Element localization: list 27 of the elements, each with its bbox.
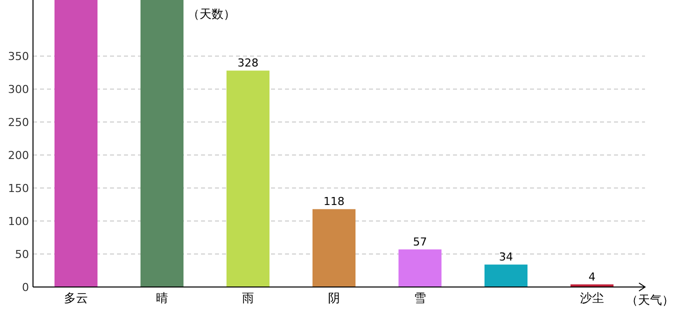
bar bbox=[140, 0, 184, 287]
data-label: 118 bbox=[324, 195, 344, 208]
y-tick-label: 250 bbox=[8, 116, 29, 129]
bar bbox=[398, 249, 442, 287]
x-tick-label: 沙尘 bbox=[580, 291, 604, 305]
bar bbox=[484, 264, 528, 287]
data-label: 328 bbox=[238, 56, 258, 70]
y-tick-label: 300 bbox=[8, 82, 29, 96]
y-tick-label: 0 bbox=[22, 280, 29, 294]
y-tick-label: 150 bbox=[8, 182, 29, 195]
y-tick-label: 100 bbox=[8, 214, 29, 228]
bar bbox=[312, 209, 356, 287]
y-axis-title: （天数） bbox=[188, 7, 236, 21]
bar bbox=[226, 70, 270, 287]
x-tick-label: 雪 bbox=[414, 291, 426, 305]
x-tick-label: 雨 bbox=[242, 291, 254, 305]
y-tick-label: 50 bbox=[15, 248, 29, 261]
data-label: 34 bbox=[499, 250, 513, 264]
bar bbox=[54, 0, 98, 287]
y-tick-label: 200 bbox=[8, 148, 29, 162]
y-tick-label: 350 bbox=[8, 50, 29, 63]
data-label: 57 bbox=[413, 235, 427, 248]
x-tick-label: 多云 bbox=[64, 291, 88, 305]
x-tick-label: 阴 bbox=[328, 291, 340, 305]
x-axis-title: （天气） bbox=[626, 293, 674, 307]
x-tick-label: 晴 bbox=[156, 291, 168, 305]
data-label: 4 bbox=[588, 270, 596, 284]
